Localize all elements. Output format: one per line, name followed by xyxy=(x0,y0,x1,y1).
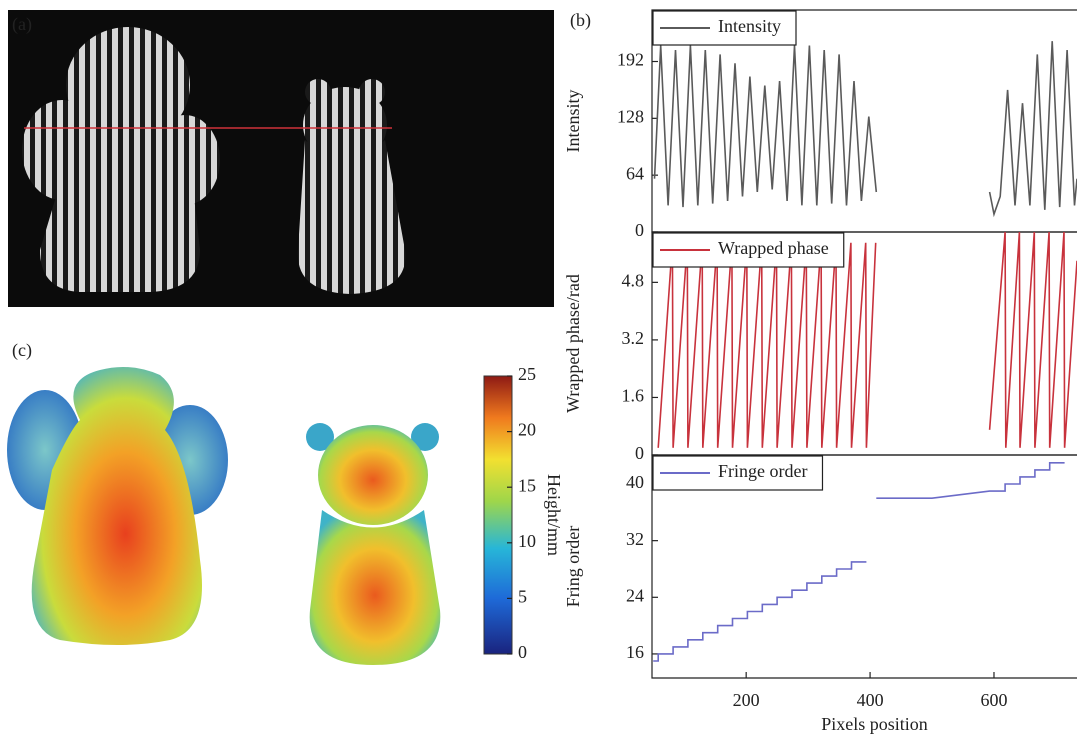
y-tick-label: 0 xyxy=(635,220,644,240)
y-tick-label: 64 xyxy=(626,163,644,183)
colorbar xyxy=(483,375,513,655)
data-line xyxy=(657,231,1077,448)
x-tick-label: 600 xyxy=(980,690,1007,710)
x-tick-label: 400 xyxy=(857,690,884,710)
panel-label: (b) xyxy=(570,10,591,31)
y-tick-label: 16 xyxy=(626,642,644,662)
y-axis-label: Intensity xyxy=(563,90,583,153)
height-map xyxy=(7,366,441,665)
legend-label: Intensity xyxy=(718,16,781,36)
y-axis-label: Wrapped phase/rad xyxy=(563,274,583,413)
y-tick-label: 24 xyxy=(626,585,644,605)
data-line xyxy=(653,41,1077,218)
panel-label: (a) xyxy=(12,14,32,35)
y-tick-label: 0 xyxy=(635,443,644,463)
legend: Wrapped phase xyxy=(652,232,845,268)
y-tick-label: 192 xyxy=(617,50,644,70)
y-tick-label: 128 xyxy=(617,106,644,126)
y-tick-label: 32 xyxy=(626,529,644,549)
y-axis-label: Fring order xyxy=(563,526,583,607)
y-tick-label: 1.6 xyxy=(622,386,645,406)
legend-label: Fringe order xyxy=(718,461,807,481)
legend-label: Wrapped phase xyxy=(718,238,829,258)
colorbar-label: Height/mm xyxy=(544,474,564,556)
legend: Fringe order xyxy=(652,455,824,491)
panel-label: (c) xyxy=(12,340,32,361)
colorbar-tick-label: 20 xyxy=(518,420,536,440)
colorbar-tick-label: 5 xyxy=(518,587,527,607)
plot-frame xyxy=(651,454,1077,679)
x-axis-label: Pixels position xyxy=(821,714,928,734)
y-tick-label: 3.2 xyxy=(622,328,645,348)
fringe-image xyxy=(8,10,554,307)
y-tick-label: 40 xyxy=(626,472,644,492)
colorbar-tick-label: 25 xyxy=(518,364,536,384)
colorbar-tick-label: 15 xyxy=(518,475,536,495)
data-line xyxy=(653,462,1065,662)
colorbar-tick-label: 10 xyxy=(518,531,536,551)
x-tick-label: 200 xyxy=(733,690,760,710)
y-tick-label: 4.8 xyxy=(622,270,645,290)
legend: Intensity xyxy=(652,10,797,46)
colorbar-tick-label: 0 xyxy=(518,642,527,662)
